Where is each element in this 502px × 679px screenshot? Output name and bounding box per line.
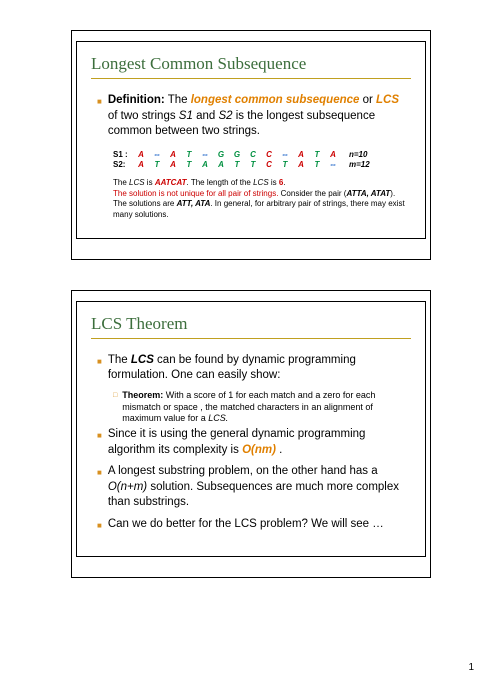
definition-text: Definition: The longest common subsequen… [108, 93, 411, 140]
slide-1: Longest Common Subsequence ■ Definition:… [71, 30, 431, 260]
b1-text: The LCS can be found by dynamic programm… [108, 353, 411, 384]
slide-2-title: LCS Theorem [91, 314, 411, 334]
s1: S1 [179, 110, 193, 122]
title-rule [91, 338, 411, 339]
t: . The length of the [187, 178, 254, 187]
s1-label: S1 : [113, 150, 133, 160]
t: Since it is using the general dynamic pr… [108, 428, 366, 456]
bullet-1: ■ The LCS can be found by dynamic progra… [97, 353, 411, 384]
s2-len: m=12 [349, 160, 379, 170]
t: of two strings [108, 110, 179, 122]
c: A [133, 150, 149, 160]
slide-1-inner: Longest Common Subsequence ■ Definition:… [76, 41, 426, 239]
b4-text: Can we do better for the LCS problem? We… [108, 517, 384, 533]
note-line-1: The LCS is AATCAT. The length of the LCS… [113, 178, 411, 188]
slide-2: LCS Theorem ■ The LCS can be found by dy… [71, 290, 431, 578]
t: or [359, 94, 376, 106]
bullet-3: ■ A longest substring problem, on the ot… [97, 464, 411, 511]
page-number: 1 [468, 662, 474, 673]
t: The [165, 94, 191, 106]
complexity: O(nm) [242, 444, 276, 456]
c: T [181, 150, 197, 160]
t: Consider the pair ( [278, 189, 346, 198]
c: A [197, 160, 213, 170]
c: T [149, 160, 165, 170]
c: T [277, 160, 293, 170]
bullet-icon: ■ [97, 431, 102, 440]
lcs-value: AATCAT [155, 178, 187, 187]
c: C [261, 160, 277, 170]
theorem-text: Theorem: With a score of 1 for each matc… [122, 390, 411, 425]
bullet-definition: ■ Definition: The longest common subsequ… [97, 93, 411, 140]
c: -- [149, 150, 165, 160]
c: T [229, 160, 245, 170]
c: A [165, 160, 181, 170]
bullet-icon: ■ [97, 468, 102, 477]
t: Theorem: [122, 390, 163, 400]
sub-theorem: □ Theorem: With a score of 1 for each ma… [113, 390, 411, 425]
seq-row-s2: S2: A T A T A A T T C T A T -- m=12 [113, 160, 411, 170]
bullet-icon: ■ [97, 521, 102, 530]
t: LCS. [208, 413, 228, 423]
c: A [213, 160, 229, 170]
t: LCS [253, 178, 269, 187]
c: A [293, 150, 309, 160]
seq-row-s1: S1 : A -- A T -- G G C C -- A T A n=10 [113, 150, 411, 160]
c: T [309, 150, 325, 160]
sequence-alignment: S1 : A -- A T -- G G C C -- A T A n=10 [113, 150, 411, 171]
notes: The LCS is AATCAT. The length of the LCS… [113, 178, 411, 220]
t: A longest substring problem, on the othe… [108, 465, 378, 477]
bullet-2: ■ Since it is using the general dynamic … [97, 427, 411, 458]
s2-label: S2: [113, 160, 133, 170]
note-line-2: The solution is not unique for all pair … [113, 189, 411, 220]
c: A [165, 150, 181, 160]
term-lcs-long: longest common subsequence [191, 94, 360, 106]
def-label: Definition: [108, 94, 165, 106]
note2: The solution is not unique for all pair … [113, 189, 278, 198]
pair: ATTA, ATAT [346, 189, 390, 198]
c: T [181, 160, 197, 170]
c: -- [277, 150, 293, 160]
slide-2-inner: LCS Theorem ■ The LCS can be found by dy… [76, 301, 426, 557]
s2: S2 [218, 110, 232, 122]
c: T [309, 160, 325, 170]
s1-len: n=10 [349, 150, 379, 160]
slide-1-title: Longest Common Subsequence [91, 54, 411, 74]
t: LCS [129, 178, 145, 187]
t: . [283, 178, 285, 187]
slide-2-content: ■ The LCS can be found by dynamic progra… [91, 353, 411, 532]
t: and [193, 110, 219, 122]
term-lcs: LCS [376, 94, 399, 106]
sub-bullet-icon: □ [113, 392, 117, 399]
c: A [325, 150, 341, 160]
t: solution. Subsequences are much more com… [108, 481, 399, 509]
c: G [229, 150, 245, 160]
t: The [113, 178, 129, 187]
t: is [269, 178, 279, 187]
t: is [145, 178, 155, 187]
b3-text: A longest substring problem, on the othe… [108, 464, 411, 511]
c: -- [325, 160, 341, 170]
c: A [293, 160, 309, 170]
bullet-4: ■ Can we do better for the LCS problem? … [97, 517, 411, 533]
sols: ATT, ATA [177, 199, 211, 208]
bullet-icon: ■ [97, 97, 102, 106]
t: O(n+m) [108, 481, 147, 493]
title-rule [91, 78, 411, 79]
t: The [108, 354, 131, 366]
c: A [133, 160, 149, 170]
bullet-icon: ■ [97, 357, 102, 366]
c: C [261, 150, 277, 160]
t: . [276, 444, 282, 456]
c: T [245, 160, 261, 170]
c: C [245, 150, 261, 160]
b2-text: Since it is using the general dynamic pr… [108, 427, 411, 458]
c: -- [197, 150, 213, 160]
slide-1-content: ■ Definition: The longest common subsequ… [91, 93, 411, 220]
t: LCS [131, 354, 154, 366]
c: G [213, 150, 229, 160]
